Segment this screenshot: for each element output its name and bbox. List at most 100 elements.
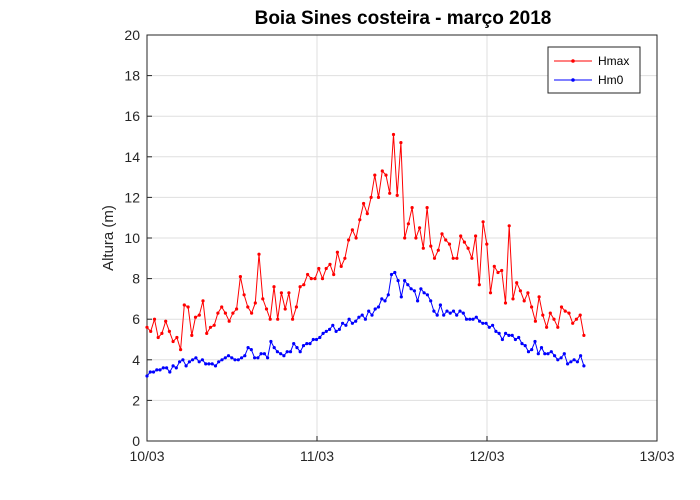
data-point <box>567 311 571 315</box>
y-tick-label: 8 <box>132 271 140 287</box>
data-point <box>553 354 557 358</box>
data-point <box>167 329 171 333</box>
data-point <box>262 352 266 356</box>
data-point <box>321 331 325 335</box>
data-point <box>409 287 413 291</box>
data-point <box>186 305 190 309</box>
data-point <box>399 141 403 145</box>
data-point <box>328 327 332 331</box>
data-point <box>563 309 567 313</box>
y-tick-label: 16 <box>124 108 140 124</box>
data-point <box>158 368 162 372</box>
y-tick-label: 18 <box>124 68 140 84</box>
data-point <box>566 362 570 366</box>
data-point <box>204 362 208 366</box>
data-point <box>393 270 397 275</box>
data-point <box>429 299 433 303</box>
data-point <box>161 366 165 370</box>
data-point <box>543 352 547 356</box>
data-point <box>562 352 566 356</box>
data-point <box>369 195 373 199</box>
data-point <box>373 307 377 311</box>
data-point <box>436 248 440 252</box>
data-point <box>264 307 269 311</box>
data-point <box>451 309 456 313</box>
data-point <box>435 313 439 317</box>
data-point <box>226 354 231 358</box>
data-point <box>236 358 240 362</box>
data-point <box>380 169 384 173</box>
data-point <box>149 329 153 333</box>
data-point <box>406 283 410 287</box>
data-point <box>318 335 322 340</box>
data-point <box>287 291 291 295</box>
data-point <box>488 291 493 295</box>
data-point <box>145 325 149 329</box>
data-point <box>458 309 462 313</box>
data-point <box>193 315 198 319</box>
data-point <box>344 323 348 327</box>
data-point <box>155 368 159 372</box>
data-point <box>406 222 410 226</box>
data-point <box>373 173 377 177</box>
data-point <box>335 250 339 254</box>
data-point <box>370 313 374 317</box>
data-point <box>295 346 299 350</box>
data-point <box>181 358 185 362</box>
data-point <box>503 301 508 305</box>
data-point <box>582 364 586 368</box>
data-point <box>462 240 466 244</box>
data-point <box>190 333 194 337</box>
data-point <box>208 325 213 329</box>
data-point <box>518 289 523 293</box>
data-point <box>253 301 257 305</box>
data-point <box>301 344 306 348</box>
data-point <box>494 329 498 333</box>
data-point <box>376 195 381 199</box>
data-point <box>275 350 279 354</box>
data-point <box>174 366 178 370</box>
legend-label: Hm0 <box>598 73 624 87</box>
data-point <box>305 342 309 346</box>
data-point <box>354 236 358 240</box>
data-point <box>145 374 149 378</box>
data-point <box>269 339 273 344</box>
data-point <box>343 256 347 260</box>
data-point <box>308 342 312 346</box>
data-point <box>168 370 172 374</box>
data-point <box>582 333 586 337</box>
data-point <box>548 311 552 315</box>
data-point <box>178 360 182 364</box>
data-point <box>536 352 540 356</box>
data-point <box>510 333 514 337</box>
data-point <box>292 342 296 346</box>
data-point <box>337 327 341 331</box>
data-point <box>332 272 336 277</box>
data-point <box>517 335 521 340</box>
data-point <box>266 356 270 360</box>
data-point <box>474 234 478 238</box>
data-point <box>358 218 362 222</box>
data-point <box>500 268 504 273</box>
data-point <box>285 350 289 354</box>
data-point <box>210 362 214 366</box>
data-point <box>243 354 247 358</box>
data-point <box>268 317 272 321</box>
data-point <box>447 242 452 246</box>
data-point <box>309 277 313 281</box>
data-point <box>513 337 518 342</box>
data-point <box>470 256 474 260</box>
data-point <box>302 283 306 287</box>
data-point <box>314 337 319 342</box>
data-point <box>403 279 407 283</box>
data-point <box>537 295 541 299</box>
series-line <box>146 271 585 377</box>
data-point <box>451 256 455 260</box>
data-point <box>250 311 254 315</box>
legend-marker <box>571 78 575 82</box>
y-tick-label: 20 <box>124 27 140 43</box>
data-point <box>522 299 526 303</box>
data-point <box>213 364 218 368</box>
data-point <box>339 264 343 268</box>
data-point <box>324 266 328 271</box>
